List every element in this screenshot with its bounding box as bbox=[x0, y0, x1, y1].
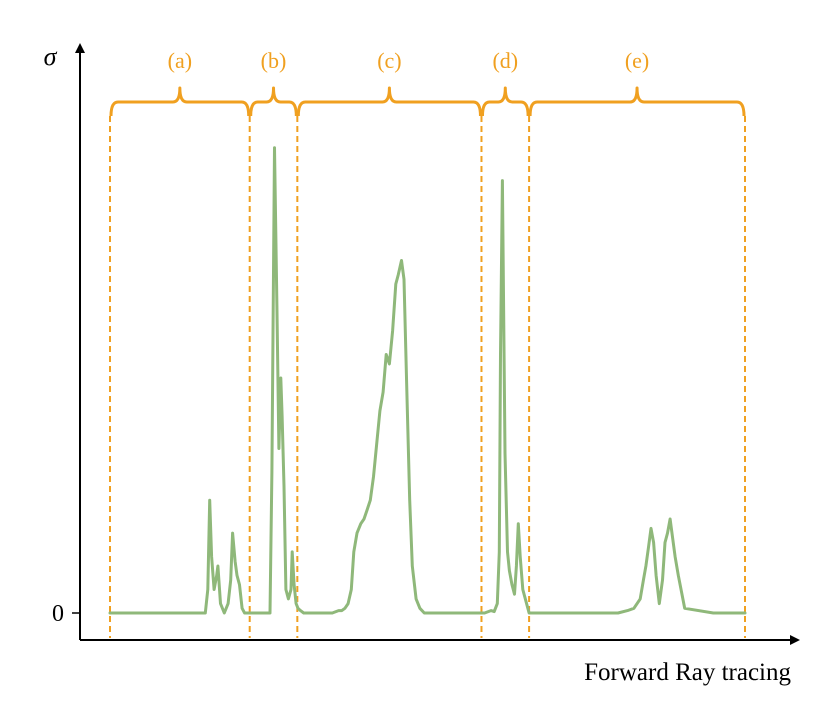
region-brace bbox=[109, 86, 251, 117]
y-tick-label-0: 0 bbox=[52, 601, 64, 627]
region-brace bbox=[249, 86, 298, 117]
y-axis-label: σ bbox=[44, 42, 58, 71]
regions-layer: (a) (b) (c) (d) (e) bbox=[109, 48, 746, 638]
region-label: (c) bbox=[377, 48, 401, 73]
region-label: (d) bbox=[492, 48, 518, 73]
region-brace bbox=[480, 86, 530, 117]
region-brace bbox=[528, 86, 746, 117]
region-brace bbox=[296, 86, 482, 117]
x-axis-label: Forward Ray tracing bbox=[584, 659, 791, 686]
region-label: (a) bbox=[168, 48, 192, 73]
region-label: (e) bbox=[625, 48, 649, 73]
region-label: (b) bbox=[261, 48, 287, 73]
density-series-line bbox=[108, 146, 747, 615]
